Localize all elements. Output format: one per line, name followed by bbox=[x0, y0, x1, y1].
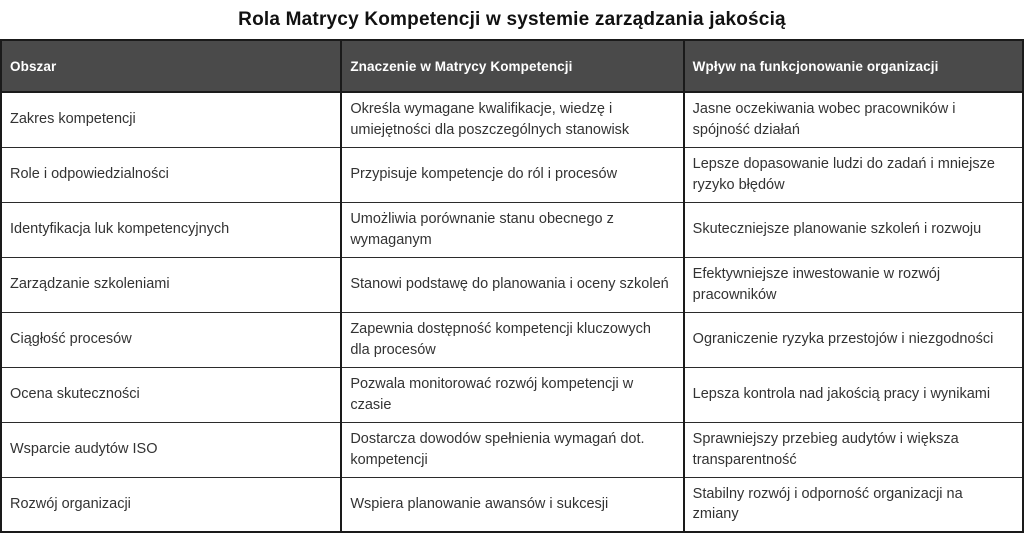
table-cell: Ciągłość procesów bbox=[0, 311, 343, 368]
table-row: Identyfikacja luk kompetencyjnych Umożliw… bbox=[0, 201, 1024, 258]
table-header-row: Obszar Znaczenie w Matrycy Kompetencji W… bbox=[0, 39, 1024, 93]
table-row: Ciągłość procesów Zapewnia dostępność kom… bbox=[0, 311, 1024, 368]
competency-table: Obszar Znaczenie w Matrycy Kompetencji W… bbox=[0, 39, 1024, 533]
table-cell: Zakres kompetencji bbox=[0, 91, 343, 148]
table-body: Zakres kompetencji Określa wymagane kwali… bbox=[0, 91, 1024, 533]
column-header-znaczenie: Znaczenie w Matrycy Kompetencji bbox=[340, 39, 685, 93]
table-cell: Pozwala monitorować rozwój kompetencji w… bbox=[340, 366, 685, 423]
table-cell: Stabilny rozwój i odporność organizacji … bbox=[682, 476, 1024, 533]
table-cell: Ograniczenie ryzyka przestojów i niezgod… bbox=[682, 311, 1024, 368]
table-cell: Rozwój organizacji bbox=[0, 476, 343, 533]
table-cell: Stanowi podstawę do planowania i oceny s… bbox=[340, 256, 685, 313]
table-cell: Zarządzanie szkoleniami bbox=[0, 256, 343, 313]
table-row: Rozwój organizacji Wspiera planowanie awa… bbox=[0, 476, 1024, 533]
table-cell: Wspiera planowanie awansów i sukcesji bbox=[340, 476, 685, 533]
column-header-obszar: Obszar bbox=[0, 39, 343, 93]
page-title: Rola Matrycy Kompetencji w systemie zarz… bbox=[238, 9, 786, 30]
table-cell: Ocena skuteczności bbox=[0, 366, 343, 423]
table-cell: Lepsze dopasowanie ludzi do zadań i mnie… bbox=[682, 146, 1024, 203]
table-row: Zarządzanie szkoleniami Stanowi podstawę … bbox=[0, 256, 1024, 313]
table-cell: Zapewnia dostępność kompetencji kluczowy… bbox=[340, 311, 685, 368]
table-cell: Identyfikacja luk kompetencyjnych bbox=[0, 201, 343, 258]
table-cell: Określa wymagane kwalifikacje, wiedzę i … bbox=[340, 91, 685, 148]
table-row: Role i odpowiedzialności Przypisuje kompe… bbox=[0, 146, 1024, 203]
table-row: Zakres kompetencji Określa wymagane kwali… bbox=[0, 91, 1024, 148]
table-cell: Skuteczniejsze planowanie szkoleń i rozw… bbox=[682, 201, 1024, 258]
column-header-wplyw: Wpływ na funkcjonowanie organizacji bbox=[682, 39, 1024, 93]
table-cell: Wsparcie audytów ISO bbox=[0, 421, 343, 478]
table-cell: Sprawniejszy przebieg audytów i większa … bbox=[682, 421, 1024, 478]
table-cell: Role i odpowiedzialności bbox=[0, 146, 343, 203]
table-cell: Umożliwia porównanie stanu obecnego z wy… bbox=[340, 201, 685, 258]
table-cell: Przypisuje kompetencje do ról i procesów bbox=[340, 146, 685, 203]
table-cell: Lepsza kontrola nad jakością pracy i wyn… bbox=[682, 366, 1024, 423]
table-row: Wsparcie audytów ISO Dostarcza dowodów sp… bbox=[0, 421, 1024, 478]
table-cell: Dostarcza dowodów spełnienia wymagań dot… bbox=[340, 421, 685, 478]
table-cell: Efektywniejsze inwestowanie w rozwój pra… bbox=[682, 256, 1024, 313]
table-cell: Jasne oczekiwania wobec pracowników i sp… bbox=[682, 91, 1024, 148]
table-row: Ocena skuteczności Pozwala monitorować ro… bbox=[0, 366, 1024, 423]
